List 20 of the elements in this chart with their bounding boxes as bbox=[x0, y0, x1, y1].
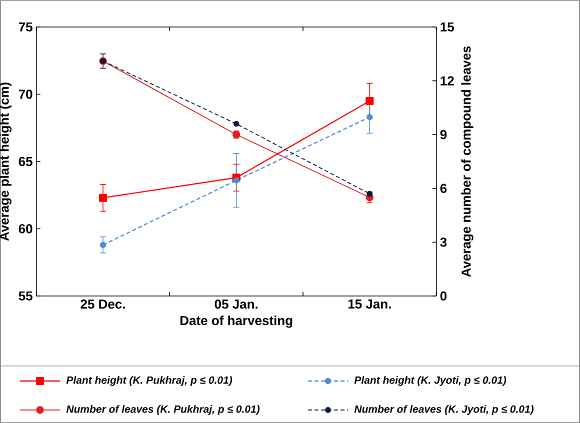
x-axis-title: Date of harvesting bbox=[180, 316, 292, 328]
legend-label: Number of leaves (K. Jyoti, p ≤ 0.01) bbox=[354, 405, 534, 415]
y-tick-label: 75 bbox=[18, 22, 32, 32]
x-tick-label: 15 Jan. bbox=[348, 300, 391, 309]
y2-tick-label: 9 bbox=[440, 130, 447, 140]
y2-tick-label: 3 bbox=[440, 238, 447, 247]
legend-label: Plant height (K. Pukhraj, p ≤ 0.01) bbox=[66, 376, 232, 386]
y2-axis-title: Average number of compound leaves bbox=[461, 46, 474, 277]
y2-tick-label: 6 bbox=[440, 184, 447, 193]
y-tick-label: 65 bbox=[18, 156, 32, 166]
y-tick-label: 55 bbox=[18, 291, 32, 301]
y2-tick-label: 15 bbox=[440, 22, 454, 32]
y-tick-label: 70 bbox=[18, 90, 32, 99]
legend-label: Plant height (K. Jyoti, p ≤ 0.01) bbox=[354, 376, 506, 386]
y-tick-label: 60 bbox=[18, 224, 32, 234]
x-tick-label: 05 Jan. bbox=[214, 300, 258, 309]
y2-tick-label: 12 bbox=[440, 76, 454, 86]
y2-tick-label: 0 bbox=[440, 291, 447, 301]
x-tick-label: 25 Dec. bbox=[80, 300, 125, 309]
legend-label: Number of leaves (K. Pukhraj, p ≤ 0.01) bbox=[66, 405, 260, 415]
